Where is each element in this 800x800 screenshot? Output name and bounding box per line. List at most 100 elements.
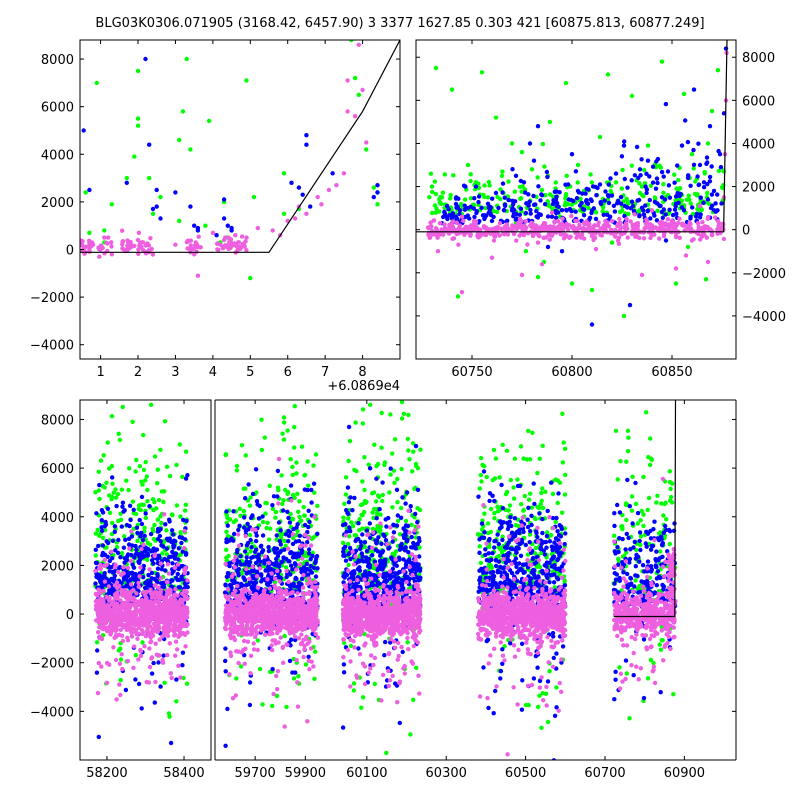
- data-point: [171, 609, 176, 614]
- data-point: [691, 166, 696, 171]
- data-point: [512, 189, 517, 194]
- data-point: [311, 565, 317, 571]
- data-point: [113, 604, 119, 610]
- data-point: [173, 587, 178, 592]
- data-point: [530, 233, 536, 239]
- panel-bottom-data: [93, 400, 678, 760]
- data-point: [162, 622, 167, 628]
- data-point: [695, 221, 701, 226]
- data-point: [559, 232, 564, 237]
- data-point: [305, 459, 310, 464]
- data-point: [155, 608, 160, 613]
- data-point: [248, 626, 253, 632]
- data-point: [233, 588, 238, 594]
- data-point: [659, 209, 664, 215]
- data-point: [292, 404, 297, 409]
- data-point: [294, 460, 299, 465]
- data-point: [573, 169, 579, 174]
- data-point: [705, 259, 711, 265]
- data-point: [489, 227, 494, 232]
- data-point: [433, 65, 439, 71]
- data-point: [152, 454, 158, 459]
- data-point: [269, 571, 274, 576]
- data-point: [121, 565, 126, 570]
- data-point: [285, 599, 290, 605]
- data-point: [667, 195, 673, 200]
- data-point: [621, 313, 627, 319]
- data-point: [185, 238, 191, 243]
- data-point: [585, 201, 591, 206]
- data-point: [644, 171, 649, 176]
- data-point: [129, 634, 135, 639]
- data-point: [156, 604, 161, 609]
- data-point: [111, 645, 116, 650]
- data-point: [165, 652, 170, 658]
- data-point: [502, 203, 508, 208]
- data-point: [307, 519, 312, 525]
- data-point: [137, 517, 142, 523]
- data-point: [129, 552, 134, 558]
- data-point: [104, 628, 110, 634]
- data-point: [137, 599, 142, 604]
- data-point: [487, 183, 492, 188]
- data-point: [99, 518, 105, 523]
- data-point: [573, 209, 578, 214]
- data-point: [101, 453, 106, 458]
- data-point: [105, 603, 111, 608]
- data-point: [445, 227, 451, 232]
- data-point: [292, 424, 297, 430]
- data-point: [244, 78, 249, 83]
- data-point: [224, 574, 230, 579]
- data-point: [214, 233, 219, 238]
- data-point: [109, 244, 114, 249]
- data-point: [238, 554, 243, 559]
- data-point: [601, 223, 607, 228]
- data-point: [93, 547, 99, 552]
- data-point: [701, 185, 707, 190]
- y-tick-label: −2000: [742, 267, 786, 282]
- data-point: [549, 214, 555, 219]
- data-point: [286, 533, 292, 539]
- data-point: [483, 232, 489, 238]
- data-point: [109, 240, 114, 245]
- data-point: [106, 590, 112, 596]
- data-point: [156, 598, 162, 603]
- data-point: [303, 662, 309, 667]
- data-point: [132, 644, 137, 649]
- data-point: [257, 503, 262, 509]
- data-point: [432, 203, 438, 208]
- data-point: [127, 602, 133, 607]
- data-point: [133, 543, 138, 549]
- data-point: [108, 632, 113, 637]
- data-point: [158, 612, 163, 617]
- data-point: [352, 75, 358, 81]
- data-point: [315, 635, 321, 640]
- data-point: [144, 589, 149, 594]
- data-point: [152, 522, 157, 528]
- data-point: [459, 290, 465, 295]
- data-point: [498, 196, 503, 202]
- data-point: [167, 641, 172, 646]
- data-point: [291, 581, 296, 586]
- data-point: [709, 192, 715, 197]
- data-point: [150, 252, 156, 257]
- data-point: [260, 514, 265, 519]
- data-point: [164, 546, 170, 551]
- data-point: [311, 535, 316, 540]
- data-point: [134, 602, 139, 607]
- data-point: [131, 665, 136, 670]
- data-point: [653, 186, 659, 191]
- data-point: [145, 499, 150, 504]
- data-point: [215, 247, 220, 252]
- data-point: [553, 180, 558, 185]
- data-point: [140, 247, 146, 253]
- data-point: [719, 201, 724, 206]
- data-point: [158, 447, 163, 452]
- x-tick-label: 60850: [651, 365, 692, 380]
- data-point: [707, 174, 713, 180]
- data-point: [274, 546, 280, 551]
- data-point: [292, 561, 298, 566]
- data-point: [176, 663, 181, 668]
- data-point: [306, 572, 311, 577]
- data-point: [260, 533, 266, 538]
